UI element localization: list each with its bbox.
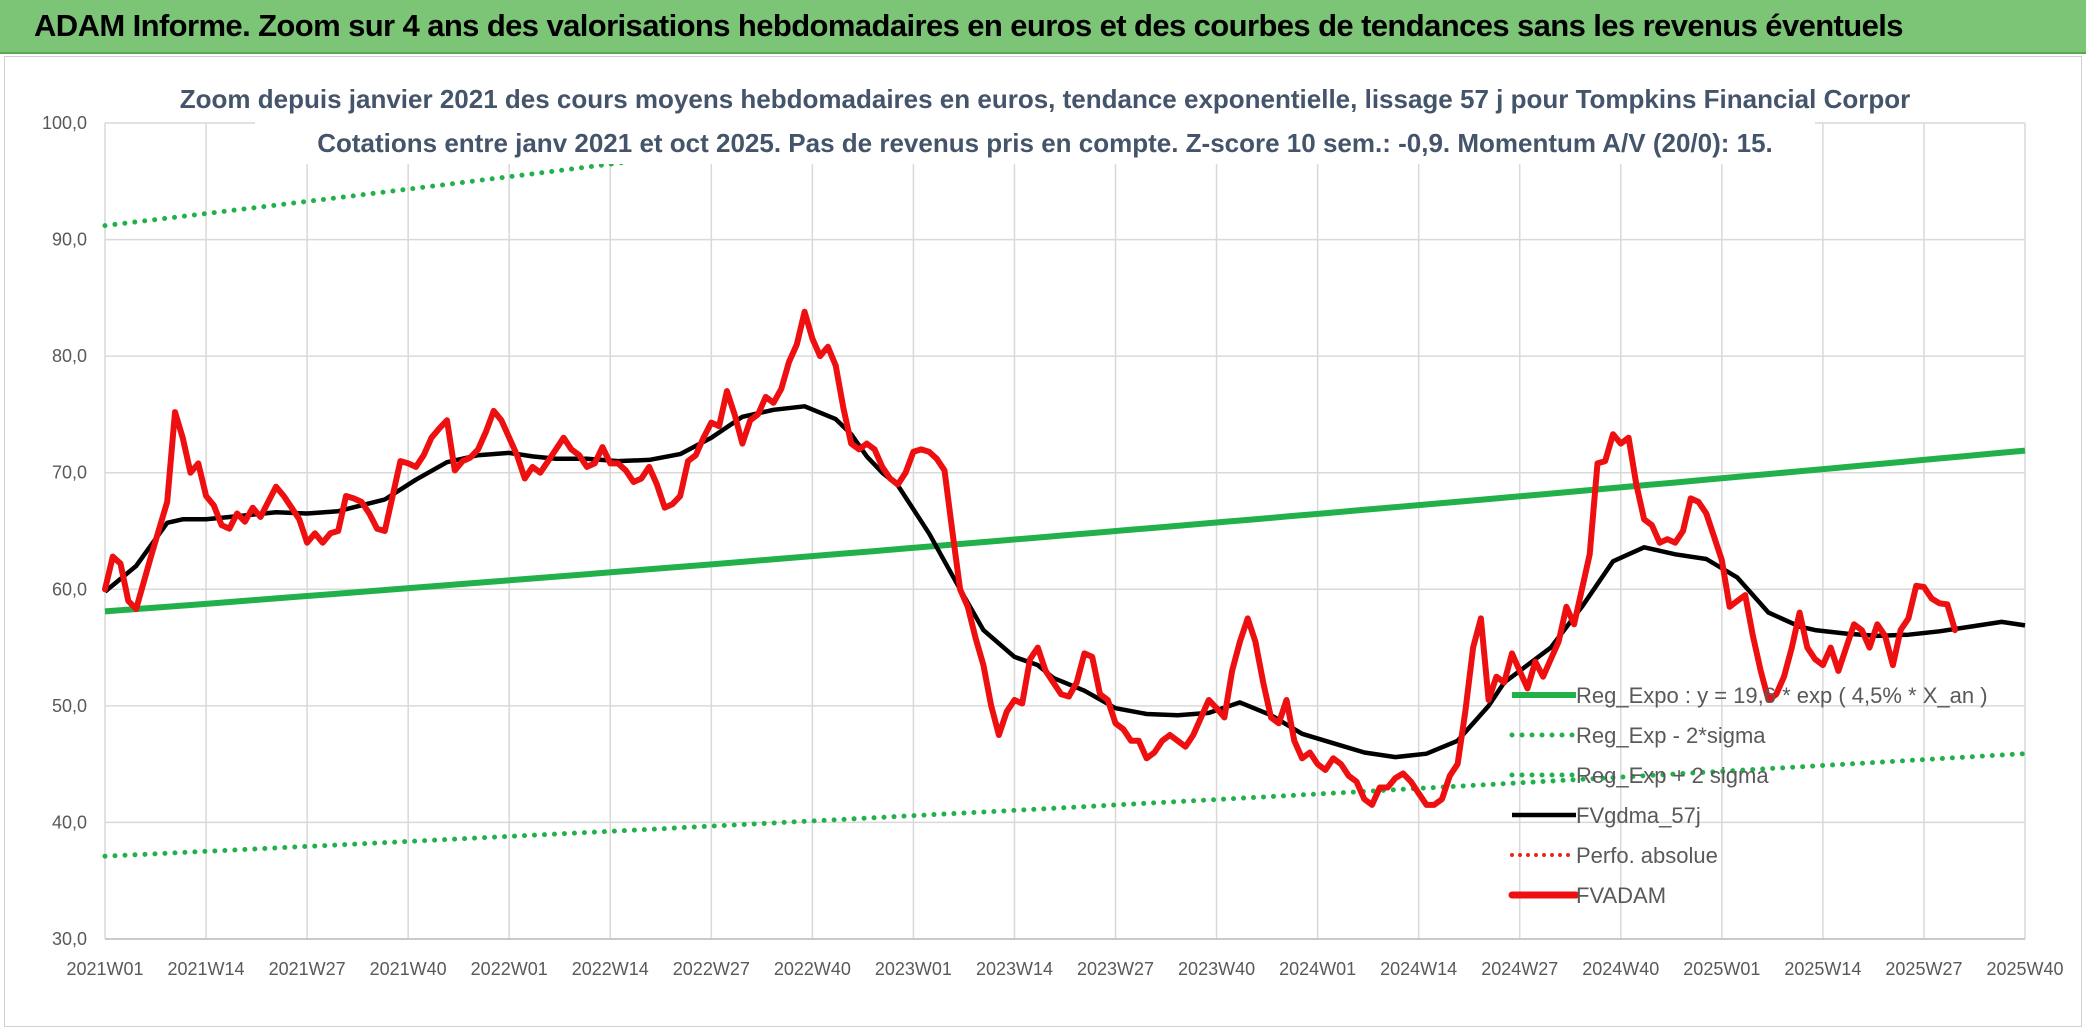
reg-exp-minus-2sigma-line [102,751,2028,859]
x-tick-label: 2021W27 [269,959,346,979]
y-tick-label: 40,0 [52,812,87,832]
legend-label-fvadam: FVADAM [1576,883,1666,908]
x-tick-label: 2025W14 [1784,959,1861,979]
x-tick-label: 2021W40 [370,959,447,979]
x-tick-label: 2025W27 [1885,959,1962,979]
y-tick-label: 60,0 [52,579,87,599]
legend-label-reg_minus: Reg_Exp - 2*sigma [1576,723,1766,748]
x-tick-label: 2023W01 [875,959,952,979]
x-tick-label: 2021W01 [66,959,143,979]
x-tick-label: 2023W40 [1178,959,1255,979]
grid [104,122,2026,940]
chart-title-line-2: Cotations entre janv 2021 et oct 2025. P… [317,128,1773,158]
y-tick-label: 70,0 [52,463,87,483]
y-tick-label: 100,0 [42,113,87,133]
legend-label-perfo: Perfo. absolue [1576,843,1718,868]
reg-exp-plus-2sigma-line [102,108,1068,229]
x-tick-label: 2022W01 [471,959,548,979]
fvadam-line [102,308,1958,808]
y-tick-label: 30,0 [52,929,87,949]
y-tick-label: 80,0 [52,346,87,366]
legend-label-reg_expo: Reg_Expo : y = 19,6 * exp ( 4,5% * X_an … [1576,683,1988,708]
chart-title-line-1: Zoom depuis janvier 2021 des cours moyen… [180,84,1910,114]
y-axis: 30,0 40,0 50,0 60,0 70,0 80,0 90,0 100,0 [42,113,87,949]
report-title: ADAM Informe. Zoom sur 4 ans des valoris… [34,8,1904,43]
reg-expo-line [104,447,2026,615]
y-tick-label: 50,0 [52,696,87,716]
x-tick-label: 2023W27 [1077,959,1154,979]
legend-label-reg_plus: Reg_Exp + 2 sigma [1576,763,1769,788]
x-tick-label: 2025W01 [1683,959,1760,979]
x-tick-label: 2022W40 [774,959,851,979]
title-background [255,78,1815,164]
x-tick-label: 2022W27 [673,959,750,979]
x-tick-label: 2024W40 [1582,959,1659,979]
series-layer [102,108,2028,859]
y-tick-label: 90,0 [52,230,87,250]
report-banner: ADAM Informe. Zoom sur 4 ans des valoris… [0,0,2086,54]
x-tick-label: 2023W14 [976,959,1053,979]
x-tick-label: 2022W14 [572,959,649,979]
x-tick-label: 2024W14 [1380,959,1457,979]
x-axis: 2021W01 2021W14 2021W27 2021W40 2022W01 2022W… [66,959,2063,979]
x-tick-label: 2024W27 [1481,959,1558,979]
legend: Reg_Expo : y = 19,6 * exp ( 4,5% * X_an … [1508,683,1988,908]
x-tick-label: 2024W01 [1279,959,1356,979]
chart-frame [4,56,2082,1027]
x-tick-label: 2021W14 [168,959,245,979]
x-tick-label: 2025W40 [1986,959,2063,979]
legend-label-fvgdma: FVgdma_57j [1576,803,1701,828]
